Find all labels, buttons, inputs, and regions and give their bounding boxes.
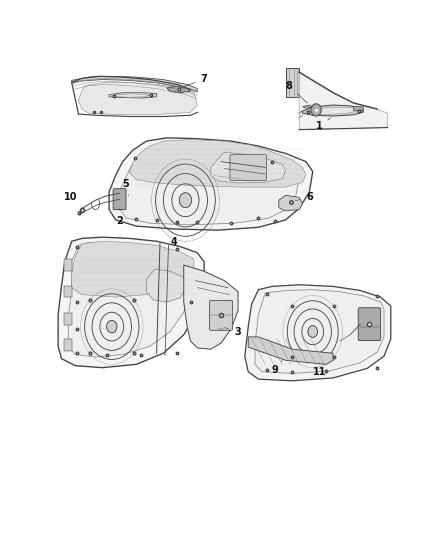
- Polygon shape: [109, 138, 313, 230]
- Bar: [64, 286, 72, 297]
- Circle shape: [179, 193, 191, 207]
- Text: 4: 4: [165, 237, 177, 250]
- Polygon shape: [130, 140, 306, 187]
- FancyBboxPatch shape: [358, 308, 381, 341]
- Bar: [64, 260, 72, 271]
- Polygon shape: [146, 269, 185, 302]
- Polygon shape: [184, 265, 238, 349]
- Polygon shape: [167, 86, 191, 93]
- Polygon shape: [211, 152, 286, 183]
- Polygon shape: [286, 68, 299, 97]
- Polygon shape: [306, 107, 357, 115]
- Text: 11: 11: [313, 363, 326, 377]
- Polygon shape: [109, 93, 156, 98]
- Polygon shape: [58, 237, 204, 368]
- Polygon shape: [303, 105, 313, 108]
- Polygon shape: [299, 72, 387, 130]
- Text: 2: 2: [116, 208, 123, 226]
- Polygon shape: [255, 290, 384, 374]
- Text: 9: 9: [272, 360, 282, 375]
- Circle shape: [308, 326, 318, 337]
- Polygon shape: [245, 285, 391, 381]
- FancyBboxPatch shape: [209, 301, 233, 330]
- Text: 1: 1: [316, 118, 331, 131]
- FancyBboxPatch shape: [230, 155, 267, 181]
- Polygon shape: [78, 83, 197, 115]
- Bar: [64, 340, 72, 351]
- Polygon shape: [72, 76, 197, 92]
- Text: 6: 6: [295, 192, 313, 202]
- Polygon shape: [353, 106, 364, 110]
- Polygon shape: [248, 337, 333, 365]
- Polygon shape: [116, 94, 150, 97]
- Text: 8: 8: [286, 80, 307, 103]
- Circle shape: [107, 320, 117, 333]
- Polygon shape: [303, 105, 364, 116]
- Text: 10: 10: [64, 192, 78, 202]
- Polygon shape: [72, 241, 194, 297]
- Polygon shape: [68, 243, 191, 357]
- Polygon shape: [279, 195, 303, 211]
- Polygon shape: [119, 145, 299, 225]
- FancyBboxPatch shape: [113, 189, 126, 209]
- Bar: [64, 313, 72, 325]
- Text: 7: 7: [183, 75, 208, 87]
- Text: 5: 5: [123, 179, 129, 196]
- Text: 3: 3: [224, 327, 241, 337]
- Circle shape: [311, 104, 321, 116]
